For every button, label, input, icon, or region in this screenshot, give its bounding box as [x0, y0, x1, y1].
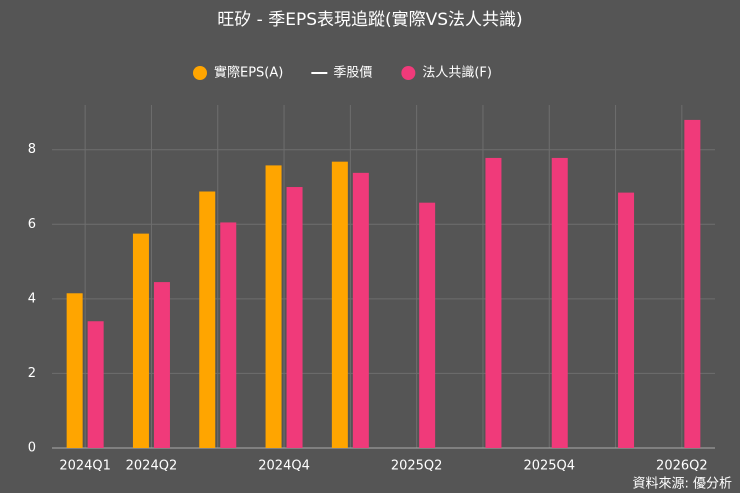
- legend-label: 季股價: [333, 66, 372, 81]
- y-tick-label: 2: [28, 366, 36, 381]
- legend-label: 實際EPS(A): [214, 65, 283, 81]
- bar: [220, 222, 237, 448]
- x-tick-label: 2025Q4: [523, 459, 575, 474]
- bar: [87, 321, 104, 448]
- bar: [265, 165, 282, 448]
- y-tick-label: 4: [28, 291, 36, 306]
- y-tick-label: 8: [28, 142, 36, 157]
- bar: [419, 202, 436, 448]
- x-tick-label: 2025Q2: [391, 459, 443, 474]
- bar: [286, 187, 303, 449]
- source: 資料來源: 優分析: [632, 477, 732, 492]
- bar: [618, 192, 635, 448]
- x-tick-label: 2024Q4: [258, 459, 310, 474]
- bar: [352, 172, 369, 448]
- x-tick-label: 2024Q1: [59, 459, 111, 474]
- bar: [485, 157, 502, 449]
- chart-title: 旺矽 - 季EPS表現追蹤(實際VS法人共識): [217, 10, 522, 30]
- legend-marker: [193, 66, 207, 80]
- bar: [153, 282, 170, 448]
- bar: [199, 191, 216, 448]
- legend-marker: [401, 66, 416, 80]
- legend-label: 法人共識(F): [422, 66, 492, 81]
- y-tick-label: 6: [28, 217, 36, 232]
- x-tick-label: 2024Q2: [126, 459, 178, 474]
- bar: [684, 119, 701, 449]
- y-tick-label: 0: [28, 441, 36, 456]
- bar: [66, 293, 83, 448]
- x-tick-label: 2026Q2: [656, 459, 708, 474]
- bar: [331, 161, 348, 449]
- bar: [132, 233, 149, 448]
- bar: [551, 157, 568, 449]
